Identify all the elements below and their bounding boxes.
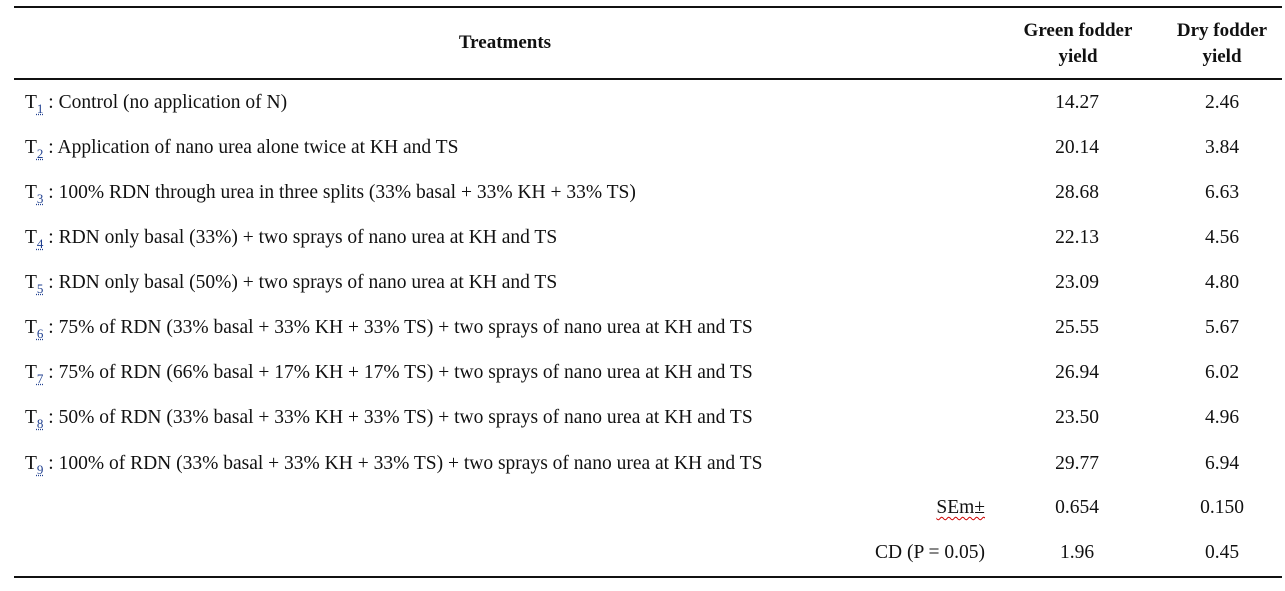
treatment-cell: T7 : 75% of RDN (66% basal + 17% KH + 17… <box>25 361 753 391</box>
dry-fodder-value: 6.94 <box>1204 453 1240 474</box>
treatment-description: 75% of RDN (33% basal + 33% KH + 33% TS)… <box>53 317 753 338</box>
treatment-separator: : <box>43 92 54 113</box>
dry-fodder-value: 6.02 <box>1204 362 1240 383</box>
treatment-code: T <box>25 317 37 338</box>
green-fodder-value: 22.13 <box>1055 227 1099 248</box>
treatment-code: T <box>25 137 37 158</box>
treatment-separator: : <box>43 407 54 428</box>
dry-fodder-value: 4.80 <box>1204 272 1240 293</box>
table-top-rule <box>14 6 1282 8</box>
header-treatments-label: Treatments <box>458 32 552 53</box>
green-fodder-value: 29.77 <box>1055 453 1099 474</box>
header-treatments: Treatments <box>14 30 996 56</box>
treatment-separator: : <box>43 317 54 338</box>
treatment-cell: T4 : RDN only basal (33%) + two sprays o… <box>25 226 557 256</box>
treatment-description: 100% of RDN (33% basal + 33% KH + 33% TS… <box>53 453 763 474</box>
green-fodder-value: 20.14 <box>1055 137 1099 158</box>
cd-dry-value: 0.45 <box>1204 542 1240 563</box>
table-header-rule <box>14 78 1282 80</box>
green-fodder-value: 26.94 <box>1055 362 1099 383</box>
treatment-subscript: 3 <box>36 191 44 206</box>
treatment-code: T <box>25 92 37 113</box>
dry-fodder-value: 6.63 <box>1204 182 1240 203</box>
table-row: T8 : 50% of RDN (33% basal + 33% KH + 33… <box>0 404 1285 449</box>
treatment-cell: T9 : 100% of RDN (33% basal + 33% KH + 3… <box>25 452 762 482</box>
header-dry-line2: yield <box>1202 46 1242 67</box>
table-row: T2 : Application of nano urea alone twic… <box>0 134 1285 179</box>
table-row: T3 : 100% RDN through urea in three spli… <box>0 179 1285 224</box>
table-row: T5 : RDN only basal (50%) + two sprays o… <box>0 269 1285 314</box>
sem-green-value: 0.654 <box>1055 497 1099 518</box>
sem-row: SEm± 0.654 0.150 <box>0 494 1285 539</box>
treatment-separator: : <box>43 272 54 293</box>
dry-fodder-value: 3.84 <box>1204 137 1240 158</box>
treatment-separator: : <box>43 453 54 474</box>
treatment-description: Control (no application of N) <box>53 92 288 113</box>
table-row: T7 : 75% of RDN (66% basal + 17% KH + 17… <box>0 359 1285 404</box>
treatment-description: 100% RDN through urea in three splits (3… <box>53 182 636 203</box>
cd-green-value: 1.96 <box>1059 542 1095 563</box>
sem-label: SEm± <box>936 497 985 518</box>
treatment-code: T <box>25 227 37 248</box>
treatment-subscript: 5 <box>36 281 44 296</box>
dry-fodder-value: 2.46 <box>1204 92 1240 113</box>
green-fodder-value: 14.27 <box>1055 92 1099 113</box>
treatment-subscript: 8 <box>36 416 44 431</box>
treatment-subscript: 6 <box>36 326 44 341</box>
dry-fodder-value: 4.96 <box>1204 407 1240 428</box>
table-row: T9 : 100% of RDN (33% basal + 33% KH + 3… <box>0 450 1285 495</box>
cd-row: CD (P = 0.05) 1.96 0.45 <box>0 539 1285 584</box>
treatment-code: T <box>25 407 37 428</box>
treatment-cell: T3 : 100% RDN through urea in three spli… <box>25 181 636 211</box>
treatment-subscript: 7 <box>36 371 44 386</box>
treatment-cell: T8 : 50% of RDN (33% basal + 33% KH + 33… <box>25 406 753 436</box>
treatment-code: T <box>25 453 37 474</box>
treatment-cell: T5 : RDN only basal (50%) + two sprays o… <box>25 271 557 301</box>
header-dry-line1: Dry fodder <box>1176 20 1268 41</box>
treatment-description: RDN only basal (50%) + two sprays of nan… <box>53 272 558 293</box>
treatment-code: T <box>25 362 37 383</box>
green-fodder-value: 23.50 <box>1055 407 1099 428</box>
treatment-separator: : <box>43 137 54 158</box>
treatment-separator: : <box>43 362 54 383</box>
treatment-subscript: 1 <box>36 101 44 116</box>
sem-dry-value: 0.150 <box>1200 497 1244 518</box>
treatment-description: Application of nano urea alone twice at … <box>53 137 459 158</box>
cd-label: CD (P = 0.05) <box>875 542 985 563</box>
dry-fodder-value: 5.67 <box>1204 317 1240 338</box>
treatment-separator: : <box>43 182 54 203</box>
green-fodder-value: 23.09 <box>1055 272 1099 293</box>
treatment-cell: T2 : Application of nano urea alone twic… <box>25 136 458 166</box>
treatment-subscript: 9 <box>36 462 44 477</box>
treatment-subscript: 2 <box>36 146 44 161</box>
header-green-fodder-yield: Green fodder yield <box>1005 18 1151 70</box>
table-row: T4 : RDN only basal (33%) + two sprays o… <box>0 224 1285 269</box>
dry-fodder-value: 4.56 <box>1204 227 1240 248</box>
treatment-code: T <box>25 182 37 203</box>
table-bottom-rule <box>14 576 1282 578</box>
treatment-code: T <box>25 272 37 293</box>
treatment-separator: : <box>43 227 54 248</box>
treatment-description: RDN only basal (33%) + two sprays of nan… <box>53 227 558 248</box>
green-fodder-value: 28.68 <box>1055 182 1099 203</box>
header-green-line2: yield <box>1058 46 1098 67</box>
header-green-line1: Green fodder <box>1023 20 1133 41</box>
treatment-description: 75% of RDN (66% basal + 17% KH + 17% TS)… <box>53 362 753 383</box>
green-fodder-value: 25.55 <box>1055 317 1099 338</box>
table-row: T1 : Control (no application of N) 14.27… <box>0 89 1285 134</box>
treatment-description: 50% of RDN (33% basal + 33% KH + 33% TS)… <box>53 407 753 428</box>
table-row: T6 : 75% of RDN (33% basal + 33% KH + 33… <box>0 314 1285 359</box>
treatment-cell: T1 : Control (no application of N) <box>25 91 287 121</box>
header-dry-fodder-yield: Dry fodder yield <box>1155 18 1285 70</box>
treatment-subscript: 4 <box>36 236 44 251</box>
treatment-cell: T6 : 75% of RDN (33% basal + 33% KH + 33… <box>25 316 753 346</box>
